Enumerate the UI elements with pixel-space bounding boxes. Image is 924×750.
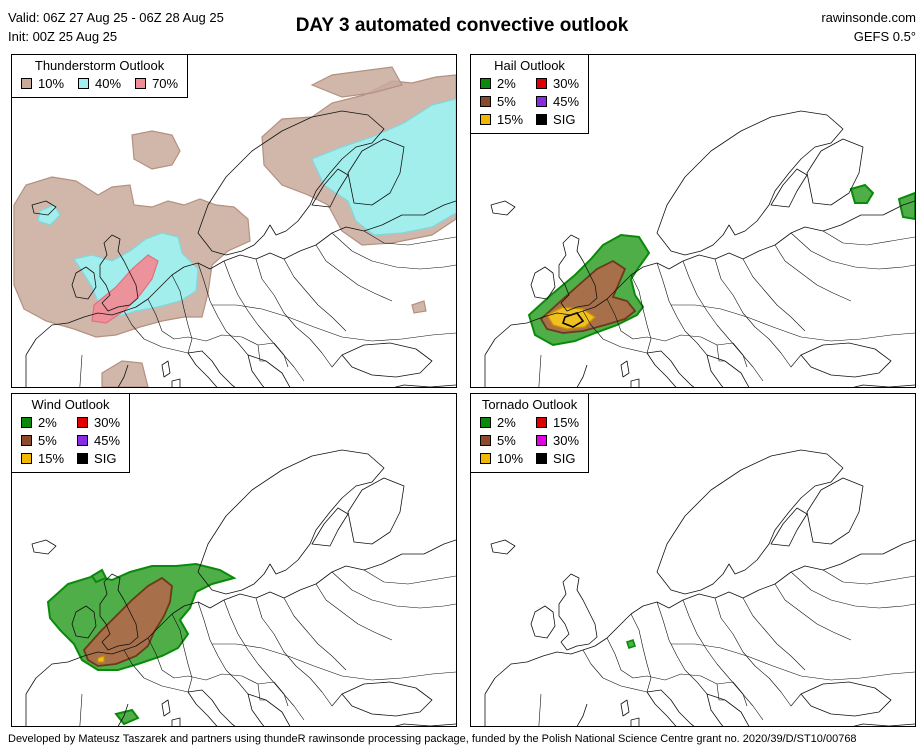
legend-item: 2%	[480, 414, 523, 431]
legend-item: 30%	[536, 75, 579, 92]
legend-swatch	[536, 78, 548, 89]
legend-swatch	[135, 78, 147, 89]
wind-legend: Wind Outlook 2% 30% 5% 45% 15% SIG	[12, 394, 131, 473]
legend-swatch	[480, 435, 491, 446]
legend-item: SIG	[536, 450, 579, 467]
legend-swatch	[480, 114, 491, 125]
header-source: rawinsonde.com GEFS 0.5°	[821, 8, 916, 46]
legend-item: 45%	[536, 93, 579, 110]
tstorm-10pct-area-north	[131, 130, 181, 170]
wind-legend-title: Wind Outlook	[31, 397, 110, 412]
wind-5pct-area	[82, 576, 173, 667]
wind-2pct-area-south	[114, 708, 140, 726]
hail-2pct-area-east2	[897, 191, 915, 221]
header-info: Valid: 06Z 27 Aug 25 - 06Z 28 Aug 25 Ini…	[8, 8, 224, 46]
legend-item: 5%	[21, 432, 64, 449]
tstorm-10pct-area-se	[411, 300, 427, 314]
thunderstorm-legend: Thunderstorm Outlook 10% 40% 70%	[12, 55, 189, 98]
legend-swatch	[21, 453, 32, 464]
legend-item: 15%	[480, 111, 523, 128]
tstorm-40pct-area-north	[37, 204, 61, 226]
tornado-legend-title: Tornado Outlook	[481, 397, 578, 412]
hail-outlook-panel: Hail Outlook 2% 30% 5% 45% 15% SIG	[470, 54, 916, 388]
legend-swatch	[480, 78, 491, 89]
tstorm-10pct-area-north2	[310, 66, 403, 98]
legend-swatch	[480, 453, 491, 464]
hail-2pct-area-east	[849, 183, 875, 204]
legend-swatch	[78, 78, 90, 89]
hail-legend: Hail Outlook 2% 30% 5% 45% 15% SIG	[471, 55, 590, 134]
legend-item: 5%	[480, 432, 523, 449]
thunderstorm-outlook-panel: Thunderstorm Outlook 10% 40% 70%	[11, 54, 457, 388]
legend-item: 15%	[21, 450, 64, 467]
thunderstorm-legend-title: Thunderstorm Outlook	[34, 58, 165, 73]
tornado-legend: Tornado Outlook 2% 15% 5% 30% 10% SIG	[471, 394, 590, 473]
legend-item: 70%	[135, 75, 178, 92]
legend-item: 2%	[21, 414, 64, 431]
wind-map	[25, 449, 456, 726]
wind-outlook-panel: Wind Outlook 2% 30% 5% 45% 15% SIG	[11, 393, 457, 727]
legend-swatch	[480, 96, 491, 107]
page-title: DAY 3 automated convective outlook	[295, 15, 629, 36]
hail-legend-title: Hail Outlook	[494, 58, 565, 73]
model-name: GEFS 0.5°	[853, 29, 916, 44]
legend-item: 30%	[77, 414, 120, 431]
tornado-map	[484, 449, 915, 726]
legend-swatch	[536, 114, 548, 125]
footer-credits: Developed by Mateusz Taszarek and partne…	[8, 733, 857, 745]
legend-swatch	[536, 96, 548, 107]
legend-item: 45%	[77, 432, 120, 449]
legend-swatch	[21, 435, 32, 446]
legend-swatch	[77, 435, 89, 446]
tstorm-70pct-area	[91, 254, 159, 324]
legend-swatch	[536, 453, 548, 464]
legend-item: 30%	[536, 432, 579, 449]
legend-swatch	[77, 417, 89, 428]
init-time: Init: 00Z 25 Aug 25	[8, 29, 118, 44]
legend-swatch	[536, 435, 548, 446]
legend-item: 2%	[480, 75, 523, 92]
hail-15pct-area	[546, 306, 597, 330]
legend-swatch	[77, 453, 89, 464]
legend-swatch	[21, 78, 32, 89]
hail-map	[484, 110, 915, 387]
thunderstorm-map	[13, 66, 456, 387]
legend-swatch	[536, 417, 548, 428]
wind-2pct-area-north	[90, 568, 108, 584]
tstorm-40pct-area-east	[311, 98, 456, 236]
legend-item: 40%	[78, 75, 121, 92]
legend-item: 5%	[480, 93, 523, 110]
site-name: rawinsonde.com	[821, 10, 916, 25]
legend-item: 10%	[480, 450, 523, 467]
legend-item: SIG	[77, 450, 120, 467]
valid-time: Valid: 06Z 27 Aug 25 - 06Z 28 Aug 25	[8, 10, 224, 25]
wind-15pct-area	[97, 655, 105, 663]
legend-item: 15%	[536, 414, 579, 431]
legend-item: 10%	[21, 75, 64, 92]
tornado-2pct-area	[625, 638, 637, 650]
legend-item: SIG	[536, 111, 579, 128]
legend-swatch	[21, 417, 32, 428]
legend-swatch	[480, 417, 491, 428]
tornado-outlook-panel: Tornado Outlook 2% 15% 5% 30% 10% SIG	[470, 393, 916, 727]
